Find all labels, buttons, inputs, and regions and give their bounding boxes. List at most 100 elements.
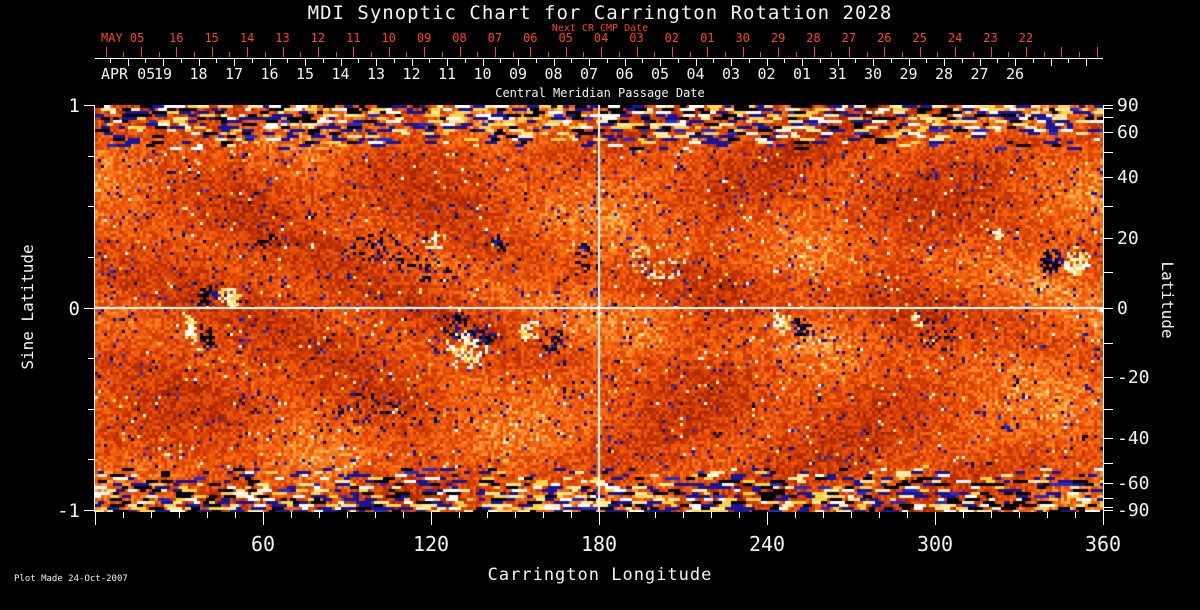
longitude-tick (683, 512, 684, 518)
cmp-tick (553, 59, 555, 66)
next-cr-tick (707, 47, 709, 57)
next-cr-tick (742, 47, 744, 57)
cmp-tick (713, 59, 715, 63)
cmp-date-label: 12 (402, 65, 421, 83)
cmp-tick (748, 59, 750, 63)
cmp-axis-title: Central Meridian Passage Date (495, 86, 705, 100)
next-cr-date-label: 22 (1018, 31, 1034, 45)
longitude-tick (431, 512, 432, 525)
cmp-tick (997, 59, 999, 63)
next-cr-tick (371, 52, 372, 57)
next-cr-date-label: 15 (204, 31, 219, 45)
next-cr-tick (955, 47, 957, 57)
next-cr-tick (725, 52, 726, 57)
longitude-tick (935, 512, 936, 525)
cmp-month-label: APR 05 (101, 65, 156, 83)
next-cr-tick (583, 52, 585, 57)
longitude-tick (179, 512, 180, 518)
cmp-tick (376, 59, 377, 66)
next-cr-tick (1043, 52, 1045, 57)
cmp-tick (109, 59, 111, 63)
next-cr-tick (282, 47, 284, 57)
next-cr-tick (548, 52, 549, 57)
latitude-tick (1104, 437, 1113, 439)
cmp-tick (464, 59, 466, 63)
longitude-tick-label: 240 (748, 532, 786, 556)
cmp-tick (660, 59, 661, 66)
cmp-date-label: 11 (437, 65, 457, 83)
cmp-date-label: 26 (1005, 65, 1025, 83)
sine-latitude-minor-tick (88, 155, 94, 157)
latitude-tick (1104, 117, 1113, 119)
cmp-tick (873, 59, 874, 66)
cmp-date-label: 15 (295, 65, 315, 83)
next-cr-tick (194, 52, 195, 57)
plot-right-frame (1103, 105, 1104, 512)
cmp-tick (855, 59, 857, 63)
cmp-date-label: 01 (792, 65, 812, 83)
cmp-date-label: 28 (934, 65, 954, 83)
next-cr-date-label: 25 (912, 31, 927, 45)
longitude-tick (879, 512, 880, 518)
next-cr-tick (512, 52, 514, 57)
next-cr-tick (406, 52, 408, 57)
next-cr-tick (866, 52, 868, 57)
next-cr-date-label: 28 (806, 31, 821, 45)
sine-latitude-minor-tick (88, 408, 94, 410)
cmp-tick (1032, 59, 1034, 63)
next-cr-tick (247, 47, 249, 57)
next-cr-tick (972, 52, 974, 57)
cmp-tick (322, 59, 324, 63)
cmp-tick (251, 59, 253, 63)
next-cr-date-label: 12 (310, 31, 326, 45)
cmp-tick (145, 59, 147, 63)
latitude-tick-label: -90 (1117, 500, 1150, 521)
latitude-tick (1104, 462, 1113, 464)
longitude-tick (907, 512, 908, 518)
longitude-tick-label: 300 (916, 532, 954, 556)
longitude-tick (1075, 512, 1076, 518)
longitude-tick (515, 512, 516, 518)
next-cr-tick (229, 52, 231, 57)
cmp-date-label: 13 (366, 65, 386, 83)
longitude-tick (347, 512, 348, 518)
sine-latitude-tick-label: 0 (68, 297, 80, 320)
next-cr-tick (211, 47, 213, 57)
next-cr-axis-title: Next CR CMP Date (551, 23, 649, 34)
cmp-tick (340, 59, 342, 66)
cmp-tick (1015, 59, 1016, 66)
latitude-tick (1104, 132, 1113, 134)
latitude-tick (1104, 510, 1113, 511)
next-cr-tick (813, 47, 815, 57)
next-cr-date-label: 02 (664, 31, 680, 45)
longitude-tick (487, 512, 488, 518)
cmp-axis-line (95, 58, 1103, 59)
latitude-tick-label: 90 (1117, 95, 1139, 116)
cmp-tick (393, 59, 395, 63)
longitude-tick (207, 512, 208, 518)
next-cr-tick (459, 47, 461, 57)
cmp-date-label: 08 (544, 65, 563, 83)
next-cr-tick (990, 47, 992, 57)
next-cr-tick (795, 52, 797, 57)
longitude-tick (291, 512, 292, 518)
longitude-tick (1019, 512, 1020, 518)
next-cr-date-label: 06 (523, 31, 538, 45)
next-cr-date-label: 05 (558, 31, 573, 45)
latitude-tick (1104, 506, 1113, 508)
next-cr-date-label: 11 (346, 31, 361, 45)
longitude-tick (795, 512, 796, 518)
sine-latitude-minor-tick (88, 256, 94, 258)
cmp-tick (589, 59, 590, 66)
next-cr-tick (1008, 52, 1010, 57)
sine-latitude-major-tick (84, 105, 94, 106)
sine-latitude-minor-tick (88, 459, 94, 461)
latitude-tick (1104, 342, 1113, 344)
next-cr-date-label: 23 (983, 31, 998, 45)
cmp-tick (358, 59, 360, 63)
next-cr-tick (123, 52, 125, 57)
latitude-tick (1104, 108, 1113, 110)
longitude-tick (123, 512, 124, 518)
cmp-tick (624, 59, 626, 66)
